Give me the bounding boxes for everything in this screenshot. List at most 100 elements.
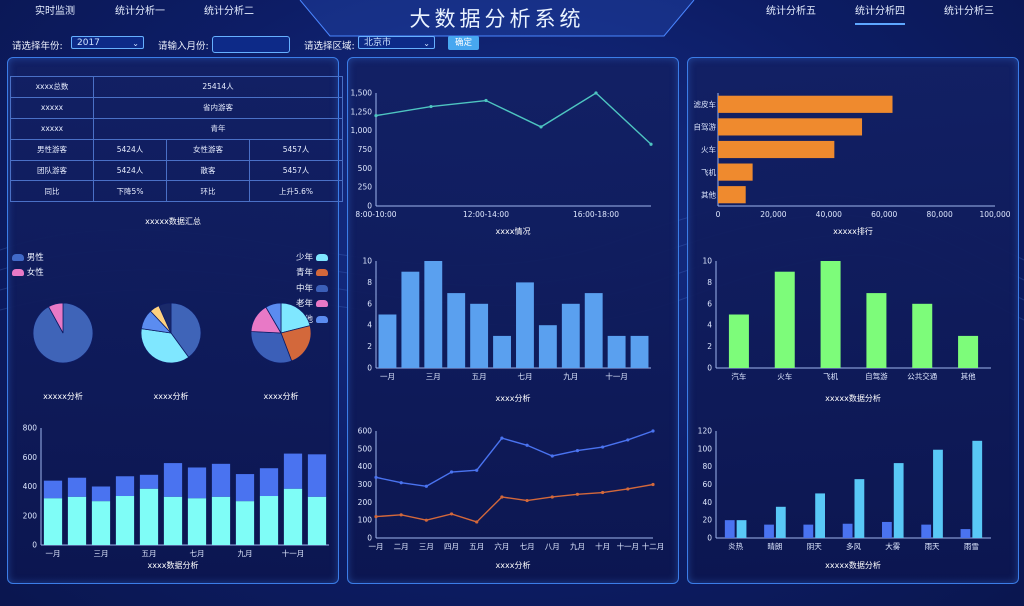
y-tick-label: 火车 — [701, 144, 716, 154]
bar — [211, 463, 231, 497]
bar — [718, 186, 746, 204]
legend-item[interactable]: 老年 — [296, 297, 328, 309]
nav-item-stats-3[interactable]: 统计分析三 — [944, 6, 994, 17]
y-tick-label: 6 — [367, 299, 372, 308]
data-point — [525, 443, 529, 447]
bar — [893, 463, 904, 538]
bar — [259, 468, 279, 497]
bar — [43, 480, 63, 499]
data-point — [575, 449, 580, 453]
legend-item[interactable]: 少年 — [296, 251, 328, 263]
table-cell: 25414人 — [93, 76, 343, 98]
bar — [67, 496, 87, 545]
chart-caption: xxxx数据分析 — [147, 561, 199, 570]
table-cell: 5424人 — [93, 159, 167, 182]
x-tick-label: 二月 — [394, 542, 409, 551]
nav-item-stats-1[interactable]: 统计分析一 — [115, 6, 165, 17]
y-tick-label: 0 — [707, 364, 712, 373]
legend-item[interactable]: 中年 — [296, 282, 328, 294]
x-tick-label: 雨雪 — [964, 542, 979, 551]
y-tick-label: 750 — [358, 145, 373, 154]
bar — [307, 496, 327, 545]
table-cell: 5457人 — [249, 159, 343, 182]
y-tick-label: 1,000 — [351, 126, 373, 135]
bar — [912, 303, 933, 368]
chart-line-time: 0 250 500 750 1,000 1,250 1,500 8:00-10:00 12:00… — [351, 89, 653, 219]
y-tick-label: 2 — [707, 342, 712, 351]
data-point — [651, 429, 655, 433]
bar — [842, 523, 853, 538]
bar — [803, 524, 814, 538]
table-cell: 散客 — [166, 159, 250, 182]
x-tick-label: 一月 — [380, 372, 395, 381]
x-tick-label: 100,000 — [979, 210, 1010, 219]
x-tick-label: 十月 — [595, 541, 610, 551]
bar — [718, 118, 863, 136]
x-tick-label: 60,000 — [871, 210, 897, 219]
legend-item[interactable]: 女性 — [12, 266, 44, 278]
y-tick-label: 1,250 — [351, 107, 373, 116]
bar — [958, 335, 979, 368]
x-tick-label: 16:00-18:00 — [573, 210, 619, 219]
confirm-button[interactable]: 确定 — [448, 36, 479, 50]
bar — [882, 521, 892, 538]
y-tick-label: 500 — [358, 444, 373, 453]
nav-item-stats-4[interactable]: 统计分析四 — [855, 2, 905, 25]
chart-caption: xxxxx数据分析 — [825, 561, 881, 570]
x-tick-label: 自驾游 — [865, 371, 888, 381]
chart-caption: xxxx分析 — [495, 394, 531, 403]
data-point — [626, 438, 630, 442]
year-select[interactable]: 2017 ⌄ — [71, 36, 144, 49]
month-input[interactable] — [212, 36, 290, 53]
x-tick-label: 五月 — [472, 372, 487, 381]
region-select[interactable]: 北京市 ⌄ — [358, 36, 435, 49]
x-tick-label: 20,000 — [760, 210, 786, 219]
x-tick-label: 其他 — [961, 371, 976, 381]
x-tick-label: 十一月 — [605, 371, 628, 381]
bar — [775, 506, 786, 538]
y-tick-label: 600 — [358, 427, 373, 436]
data-point — [449, 512, 454, 516]
chevron-down-icon: ⌄ — [132, 39, 139, 48]
data-point — [484, 98, 488, 103]
bar — [538, 325, 557, 368]
pie-slice — [265, 302, 282, 335]
chart-caption: xxxx情况 — [495, 227, 531, 236]
y-tick-label: 800 — [23, 424, 38, 433]
legend-label: 老年 — [296, 299, 314, 309]
y-tick-label: 20 — [702, 516, 712, 525]
x-tick-label: 四月 — [444, 542, 459, 551]
y-tick-label: 4 — [707, 321, 712, 330]
data-point — [475, 468, 479, 472]
nav-item-stats-5[interactable]: 统计分析五 — [766, 6, 816, 17]
data-point — [500, 495, 504, 499]
data-point — [575, 492, 580, 496]
data-point — [539, 125, 543, 129]
table-cell: 女性游客 — [166, 138, 250, 161]
pie-caption: xxxx分析 — [263, 392, 299, 401]
bar — [91, 501, 111, 545]
table-row: xxxxx 青年 — [10, 117, 343, 140]
legend-label: 女性 — [26, 268, 44, 278]
nav-item-stats-2[interactable]: 统计分析二 — [204, 6, 254, 17]
chart-caption: xxxxx数据分析 — [825, 394, 881, 403]
chart-caption: xxxxx排行 — [833, 227, 873, 236]
legend-item[interactable]: 男性 — [12, 251, 44, 263]
y-tick-label: 40 — [702, 498, 712, 507]
chart-bar-month: 0 2 4 6 8 10 一月 三月 五月 七月 九月 十一月 — [362, 257, 651, 381]
legend-swatch — [12, 254, 24, 261]
bar — [283, 488, 303, 545]
legend-item[interactable]: 青年 — [296, 266, 328, 278]
y-tick-label: 120 — [698, 427, 713, 436]
series-line — [375, 92, 652, 145]
data-point — [374, 515, 378, 519]
bar — [163, 463, 183, 497]
pie-chart-gender — [32, 302, 94, 364]
bar — [718, 95, 893, 113]
table-row: xxxxx 省内游客 — [10, 96, 343, 119]
bar — [307, 454, 327, 497]
nav-item-realtime[interactable]: 实时监测 — [35, 6, 75, 17]
data-point — [601, 490, 605, 495]
x-tick-label: 六月 — [494, 541, 509, 551]
